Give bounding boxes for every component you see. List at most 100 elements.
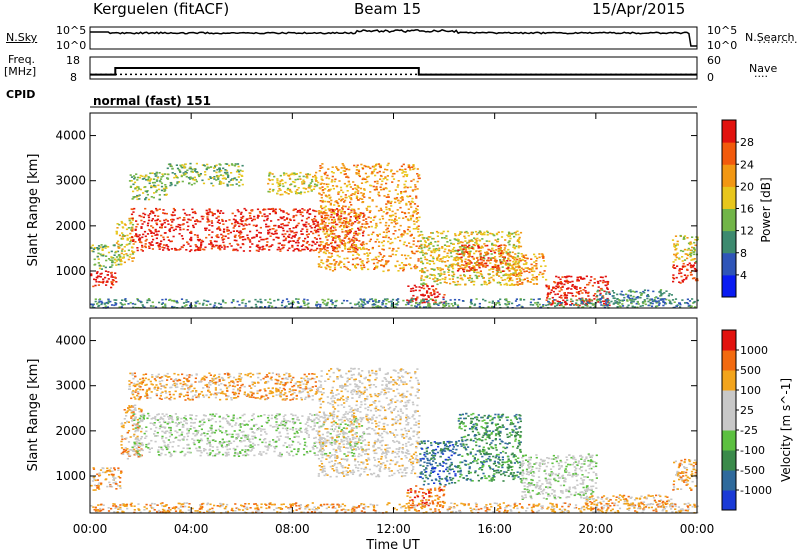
colorbar-tick-label: 100: [740, 384, 761, 397]
colorbar-segment: [722, 470, 736, 491]
y-tick-label: 4000: [55, 129, 86, 143]
colorbar-tick-label: 16: [740, 203, 754, 216]
colorbar-segment: [722, 350, 736, 371]
velocity-colorbar: 1000 500 100 25 -25 -100 -500 -1000: [721, 329, 772, 511]
nsearch-bottom-label: 10^0: [707, 39, 738, 52]
x-tick-label: 08:00: [275, 522, 310, 536]
colorbar-tick-label: -500: [740, 464, 765, 477]
scatter-region: [131, 412, 366, 458]
freq-unit-label: [MHz]: [4, 65, 37, 78]
x-tick-label: 00:00: [73, 522, 108, 536]
y-tick-label: 3000: [55, 379, 86, 393]
colorbar-segment: [722, 252, 736, 276]
x-tick-label: 00:00: [680, 522, 715, 536]
scatter-region: [456, 412, 523, 482]
x-tick-label: 12:00: [376, 522, 411, 536]
colorbar-segment: [722, 390, 736, 411]
colorbar-tick-label: 28: [740, 136, 754, 149]
colorbar-segment: [722, 430, 736, 451]
scatter-region: [672, 458, 698, 491]
x-axis-title: Time UT: [365, 538, 419, 553]
colorbar-tick-label: 500: [740, 364, 761, 377]
colorbar-segment: [722, 186, 736, 209]
scatter-region: [596, 289, 673, 305]
scatter-region: [115, 217, 136, 264]
colorbar-segment: [722, 274, 736, 298]
power-y-ticks: 1000 2000 3000 4000: [55, 129, 697, 278]
colorbar-tick-label: -1000: [740, 484, 772, 497]
colorbar-segment: [722, 142, 736, 165]
scatter-region: [166, 162, 244, 187]
colorbar-segment: [722, 490, 736, 511]
freq-bottom-label: 8: [70, 71, 77, 84]
x-tick-label: 16:00: [477, 522, 512, 536]
colorbar-tick-label: 24: [740, 158, 754, 171]
freq-panel: [89, 56, 698, 80]
scatter-region: [90, 467, 123, 491]
scatter-region: [418, 440, 459, 486]
power-scatter: [90, 162, 699, 309]
colorbar-segment: [722, 450, 736, 471]
time-x-ticks: 00:00 04:00 08:00 12:00 16:00 20:00 00:00: [73, 113, 715, 536]
cpid-value: normal (fast) 151: [93, 94, 211, 108]
scatter-region: [406, 485, 446, 507]
colorbar-tick-label: -100: [740, 444, 765, 457]
y-tick-label: 1000: [55, 264, 86, 278]
nsky-line: [90, 28, 697, 47]
scatter-region: [128, 171, 168, 201]
power-panel: [89, 112, 698, 309]
colorbar-segment: [722, 230, 736, 254]
date-title: 15/Apr/2015: [592, 0, 686, 18]
scatter-region: [671, 234, 699, 263]
scatter-region: [90, 270, 118, 289]
scatter-region: [418, 230, 523, 286]
nsky-panel: [89, 26, 698, 50]
colorbar-tick-label: 4: [740, 269, 747, 282]
colorbar-segment: [722, 120, 736, 143]
y-tick-label: 3000: [55, 174, 86, 188]
power-colorbar: 4 8 12 16 20 24 28: [721, 119, 754, 298]
freq-top-label: 18: [66, 54, 80, 67]
colorbar-tick-label: 20: [740, 180, 754, 193]
scatter-region: [545, 275, 611, 307]
colorbar-segment: [722, 330, 736, 351]
nave-label: Nave: [749, 62, 778, 75]
colorbar-tick-label: 12: [740, 225, 754, 238]
scatter-region: [130, 207, 366, 253]
nave-dots: ····: [754, 70, 768, 83]
scatter-region: [267, 171, 320, 196]
x-tick-label: 20:00: [579, 522, 614, 536]
scatter-region: [520, 453, 598, 500]
colorbar-segment: [722, 410, 736, 431]
colorbar-tick-label: 25: [740, 404, 754, 417]
colorbar-frame: [721, 329, 737, 511]
power-ylabel: Slant Range [km]: [26, 154, 41, 267]
colorbar-tick-label: -25: [740, 424, 758, 437]
nsky-top-label: 10^5: [56, 24, 87, 37]
velocity-y-ticks: 1000 2000 3000 4000: [55, 334, 697, 483]
colorbar-tick-label: 1000: [740, 344, 768, 357]
nsearch-label: N.Search: [745, 31, 795, 44]
scatter-region: [317, 162, 421, 273]
colorbar-segment: [722, 208, 736, 232]
beam-title: Beam 15: [354, 0, 422, 18]
scatter-region: [128, 372, 320, 401]
y-tick-label: 1000: [55, 469, 86, 483]
freq-label: Freq.: [8, 53, 36, 66]
nave-top-label: 60: [707, 54, 721, 67]
x-tick-label: 04:00: [174, 522, 209, 536]
colorbar-tick-label: 8: [740, 247, 747, 260]
power-cbar-label: Power [dB]: [759, 177, 773, 242]
scatter-region: [90, 244, 123, 270]
freq-line: [90, 67, 697, 76]
station-title: Kerguelen (fitACF): [93, 0, 230, 18]
cpid-label: CPID: [6, 88, 36, 101]
y-tick-label: 2000: [55, 424, 86, 438]
y-tick-label: 4000: [55, 334, 86, 348]
scatter-region: [90, 502, 699, 514]
y-tick-label: 2000: [55, 219, 86, 233]
velocity-panel: [89, 317, 698, 514]
scatter-region: [672, 262, 699, 284]
nave-bottom-label: 0: [707, 71, 714, 84]
